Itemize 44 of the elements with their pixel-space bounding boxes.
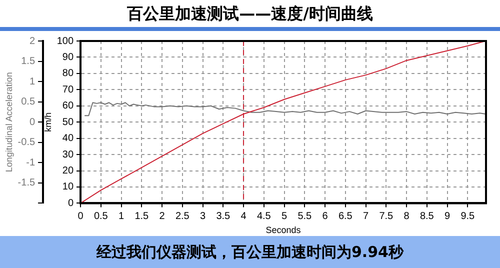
y-tick-label: 30 (62, 149, 74, 160)
y2-tick-label: 1 (29, 76, 36, 88)
x-tick-label: 3 (200, 210, 206, 222)
y2-tick-label: 2 (29, 36, 36, 47)
x-tick-label: 0.5 (94, 210, 108, 222)
x-tick-label: 2 (159, 210, 166, 222)
y2-tick-label: -1.5 (18, 178, 36, 189)
x-tick-label: 9 (444, 210, 451, 222)
y-tick-label: 0 (68, 198, 74, 209)
x-tick-label: 5.5 (298, 210, 312, 222)
x-tick-label: 5 (281, 210, 288, 222)
y-tick-label: 90 (62, 52, 74, 63)
y2-axis-title: Longitudinal Acceleration (4, 72, 14, 172)
x-tick-label: 7 (363, 210, 369, 222)
y-tick-label: 50 (62, 116, 74, 128)
x-tick-label: 2.5 (175, 210, 190, 222)
x-tick-label: 9.5 (460, 210, 476, 222)
y2-tick-label: 1.5 (21, 56, 36, 68)
y2-tick-label: 0.5 (21, 96, 36, 108)
x-tick-label: 7.5 (379, 210, 394, 222)
x-tick-label: 8 (404, 210, 410, 222)
x-axis-title: Seconds (266, 225, 302, 236)
y2-tick-label: -1 (26, 157, 36, 168)
x-tick-label: 4.5 (256, 210, 272, 222)
x-tick-label: 8.5 (420, 210, 434, 222)
y-axis-title: km/h (42, 112, 53, 132)
y-tick-label: 100 (56, 36, 74, 47)
y-tick-label: 10 (62, 182, 74, 193)
x-tick-label: 3.5 (216, 210, 231, 222)
chart-title: 百公里加速测试——速度/时间曲线 (0, 0, 500, 31)
x-tick-label: 0 (78, 210, 84, 222)
x-tick-label: 1 (118, 210, 124, 222)
y2-tick-label: -0.5 (18, 137, 36, 148)
x-tick-label: 6.5 (338, 210, 353, 222)
y-tick-label: 70 (62, 84, 74, 96)
y-tick-label: 20 (62, 166, 74, 177)
y2-tick-label: 0 (29, 116, 36, 128)
y-tick-label: 80 (62, 68, 74, 80)
x-tick-label: 4 (240, 210, 247, 222)
y-tick-label: 40 (62, 133, 74, 144)
x-tick-label: 1.5 (134, 210, 150, 222)
x-tick-label: 6 (322, 210, 328, 222)
text: 经过我们仪器测试，百公里加速时间为9.94秒 (0, 236, 500, 268)
y-tick-label: 60 (62, 100, 74, 112)
